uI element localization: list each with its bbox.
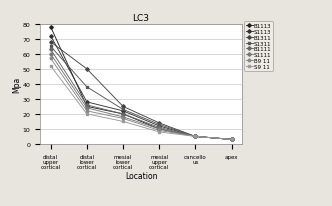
B1113 (85, 106, 89, 108)
B9 11 (85, 110, 89, 113)
B1113 (121, 113, 125, 116)
S1311 (229, 138, 233, 141)
S1311 (85, 86, 89, 89)
S1311 (157, 124, 161, 126)
S1311 (193, 136, 197, 138)
B1113 (229, 138, 233, 141)
B1113 (193, 136, 197, 138)
B9 11 (49, 58, 53, 60)
Line: S9 11: S9 11 (49, 65, 233, 141)
Line: B9 11: B9 11 (49, 58, 233, 141)
Legend: B1113, S1113, B1311, S1311, B1111, S1111, B9 11, S9 11: B1113, S1113, B1311, S1311, B1111, S1111… (244, 22, 273, 71)
S9 11 (157, 131, 161, 133)
S1111 (85, 107, 89, 110)
Y-axis label: Mpa: Mpa (12, 76, 21, 92)
B1311 (121, 106, 125, 108)
Line: S1111: S1111 (49, 53, 233, 141)
B9 11 (157, 130, 161, 132)
S1113 (193, 136, 197, 138)
Line: S1311: S1311 (49, 46, 233, 141)
S9 11 (121, 121, 125, 123)
B1311 (229, 138, 233, 141)
Line: B1113: B1113 (49, 26, 233, 141)
S1311 (49, 46, 53, 48)
Line: B1311: B1311 (49, 41, 233, 141)
S1111 (229, 138, 233, 141)
B1111 (157, 126, 161, 129)
Title: LC3: LC3 (132, 14, 150, 23)
B9 11 (121, 118, 125, 120)
B1113 (157, 128, 161, 131)
S1311 (121, 109, 125, 111)
S9 11 (193, 136, 197, 138)
S1111 (157, 128, 161, 131)
S1111 (49, 53, 53, 56)
B1111 (85, 104, 89, 107)
B1111 (49, 49, 53, 51)
B1111 (193, 136, 197, 138)
B1311 (49, 41, 53, 44)
B1311 (85, 68, 89, 71)
B9 11 (229, 138, 233, 141)
B1111 (121, 113, 125, 116)
X-axis label: Location: Location (125, 171, 157, 180)
S1111 (193, 136, 197, 138)
S9 11 (85, 113, 89, 116)
B9 11 (193, 136, 197, 138)
Line: B1111: B1111 (49, 49, 233, 141)
B1311 (157, 122, 161, 124)
S1113 (229, 138, 233, 141)
B1113 (49, 26, 53, 29)
S1111 (121, 116, 125, 119)
B1111 (229, 138, 233, 141)
S1113 (85, 101, 89, 104)
S1113 (49, 35, 53, 38)
Line: S1113: S1113 (49, 35, 233, 141)
S1113 (157, 125, 161, 128)
S1113 (121, 110, 125, 113)
B1311 (193, 136, 197, 138)
S9 11 (49, 65, 53, 68)
S9 11 (229, 138, 233, 141)
